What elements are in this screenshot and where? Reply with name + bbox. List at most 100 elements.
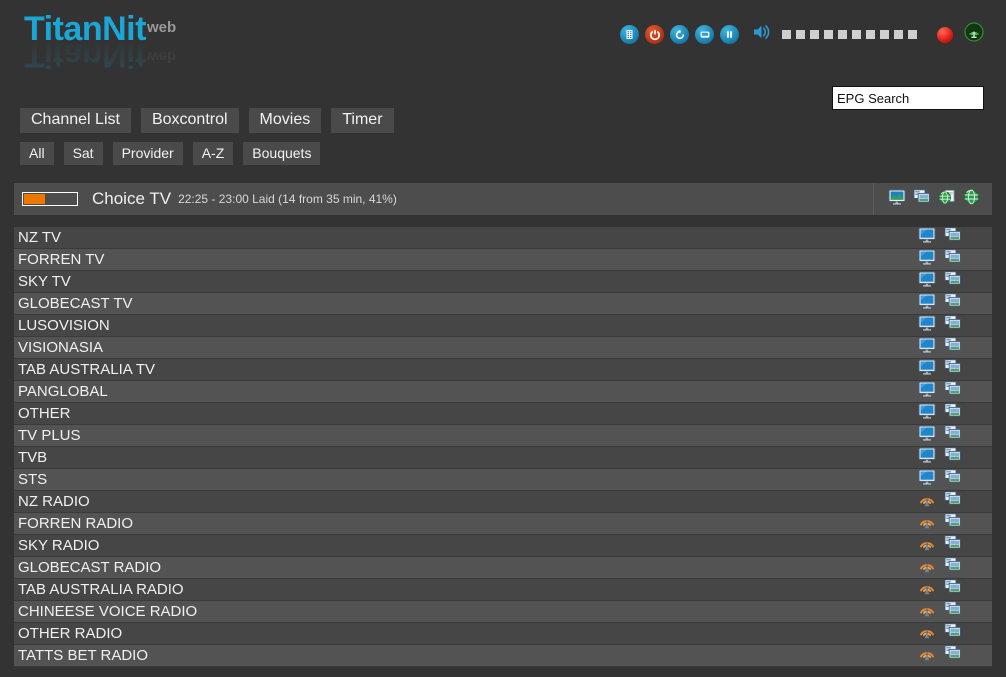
channel-row[interactable]: FORREN RADIO [14,513,992,535]
antenna-icon[interactable] [918,601,936,622]
channel-row[interactable]: TAB AUSTRALIA TV [14,359,992,381]
antenna-icon[interactable] [918,623,936,644]
multi-window-icon[interactable] [944,249,962,270]
tab-boxcontrol[interactable]: Boxcontrol [140,108,239,133]
subtab-bouquets[interactable]: Bouquets [243,142,321,165]
channel-row[interactable]: PANGLOBAL [14,381,992,403]
channel-row[interactable]: TV PLUS [14,425,992,447]
monitor-icon[interactable] [918,271,936,292]
monitor-icon[interactable] [918,337,936,358]
multi-window-icon[interactable] [944,359,962,380]
multi-window-icon[interactable] [913,188,931,210]
tab-movies[interactable]: Movies [248,108,322,133]
monitor-icon[interactable] [918,403,936,424]
now-playing-info: Choice TV 22:25 - 23:00 Laid (14 from 35… [14,189,873,209]
screen-icon[interactable] [695,25,714,44]
multi-window-icon[interactable] [944,491,962,512]
signal-antenna-icon[interactable] [964,22,984,47]
channel-row-actions [912,227,992,248]
subtab-sat[interactable]: Sat [63,142,103,165]
monitor-icon[interactable] [918,447,936,468]
multi-window-icon[interactable] [944,557,962,578]
antenna-icon[interactable] [918,645,936,666]
tab-channel-list[interactable]: Channel List [20,108,131,133]
monitor-icon[interactable] [918,381,936,402]
channel-row[interactable]: STS [14,469,992,491]
channel-row-label: TATTS BET RADIO [18,647,149,664]
channel-row[interactable]: OTHER RADIO [14,623,992,645]
multi-window-icon[interactable] [944,293,962,314]
main-navigation: Channel List Boxcontrol Movies Timer [20,108,394,133]
pause-icon[interactable] [720,25,739,44]
epg-search-container [832,86,984,110]
subtab-provider[interactable]: Provider [112,142,183,165]
monitor-icon[interactable] [918,469,936,490]
multi-window-icon[interactable] [944,337,962,358]
channel-row[interactable]: TAB AUSTRALIA RADIO [14,579,992,601]
volume-bar[interactable] [782,30,917,39]
monitor-icon[interactable] [918,425,936,446]
channel-row[interactable]: NZ TV [14,227,992,249]
channel-row-label: TVB [18,449,48,466]
multi-window-icon[interactable] [944,403,962,424]
volume-segment [810,30,819,39]
subtab-all[interactable]: All [20,142,54,165]
multi-window-icon[interactable] [944,623,962,644]
monitor-icon[interactable] [918,227,936,248]
tab-timer[interactable]: Timer [331,108,394,133]
multi-window-icon[interactable] [944,381,962,402]
channel-row-label: STS [18,471,48,488]
refresh-icon[interactable] [670,25,689,44]
channel-row-label: NZ TV [18,229,62,246]
channel-row-actions [912,249,992,270]
subtab-az[interactable]: A-Z [192,142,234,165]
multi-window-icon[interactable] [944,535,962,556]
channel-row[interactable]: SKY RADIO [14,535,992,557]
keypad-icon[interactable] [620,25,639,44]
channel-row[interactable]: OTHER [14,403,992,425]
record-dot-icon [937,26,953,43]
channel-row[interactable]: TVB [14,447,992,469]
globe-icon[interactable] [963,189,980,210]
channel-row[interactable]: FORREN TV [14,249,992,271]
multi-window-icon[interactable] [944,425,962,446]
monitor-icon[interactable] [918,249,936,270]
globe-page-icon[interactable] [938,189,956,210]
monitor-icon[interactable] [918,359,936,380]
channel-row[interactable]: GLOBECAST RADIO [14,557,992,579]
volume-icon[interactable] [752,23,772,46]
channel-row-label: GLOBECAST TV [18,295,133,312]
logo-main-text: TitanNit [24,10,146,48]
channel-row[interactable]: VISIONASIA [14,337,992,359]
channel-row-label: PANGLOBAL [18,383,108,400]
antenna-icon[interactable] [918,513,936,534]
multi-window-icon[interactable] [944,447,962,468]
multi-window-icon[interactable] [944,271,962,292]
epg-search-input[interactable] [832,86,984,110]
multi-window-icon[interactable] [944,227,962,248]
antenna-icon[interactable] [918,535,936,556]
tv-stream-icon[interactable] [888,189,906,210]
multi-window-icon[interactable] [944,469,962,490]
channel-row[interactable]: GLOBECAST TV [14,293,992,315]
antenna-icon[interactable] [918,579,936,600]
multi-window-icon[interactable] [944,601,962,622]
volume-segment [866,30,875,39]
antenna-icon[interactable] [918,491,936,512]
channel-row[interactable]: CHINEESE VOICE RADIO [14,601,992,623]
multi-window-icon[interactable] [944,579,962,600]
channel-row[interactable]: TATTS BET RADIO [14,645,992,667]
app-logo: TitanNitweb TitanNitweb [24,10,176,74]
channel-row-label: SKY TV [18,273,71,290]
antenna-icon[interactable] [918,557,936,578]
multi-window-icon[interactable] [944,645,962,666]
monitor-icon[interactable] [918,315,936,336]
multi-window-icon[interactable] [944,513,962,534]
monitor-icon[interactable] [918,293,936,314]
channel-row[interactable]: LUSOVISION [14,315,992,337]
channel-row-actions [912,359,992,380]
multi-window-icon[interactable] [944,315,962,336]
power-icon[interactable] [645,25,664,44]
channel-row[interactable]: SKY TV [14,271,992,293]
channel-row[interactable]: NZ RADIO [14,491,992,513]
